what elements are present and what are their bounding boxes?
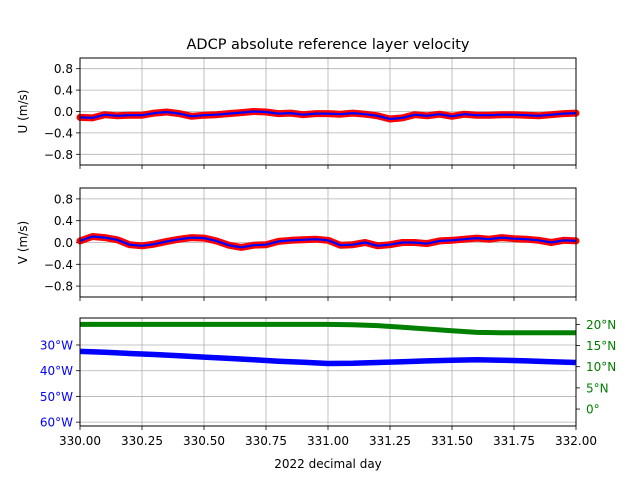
y-tick-label: 0.8	[54, 192, 73, 206]
x-tick-label: 330.50	[183, 434, 225, 448]
y-tick-label: −0.8	[44, 148, 73, 162]
longitude-tick-label: 60°W	[40, 416, 73, 430]
x-tick-label: 330.25	[121, 434, 163, 448]
longitude-tick-label: 30°W	[40, 339, 73, 353]
x-tick-label: 331.75	[493, 434, 535, 448]
x-tick-label: 331.25	[369, 434, 411, 448]
latitude-tick-label: 5°N	[586, 381, 609, 395]
x-tick-label: 332.00	[555, 434, 597, 448]
x-tick-label: 331.00	[307, 434, 349, 448]
axes-frame	[79, 187, 577, 298]
latitude-tick-label: 0°	[586, 403, 600, 417]
y-tick-label: −0.4	[44, 258, 73, 272]
y-tick-label: 0.4	[54, 214, 73, 228]
x-tick-label: 330.75	[245, 434, 287, 448]
y-tick-label: 0.4	[54, 84, 73, 98]
latitude-tick-label: 15°N	[586, 339, 616, 353]
chart-title: ADCP absolute reference layer velocity	[186, 37, 469, 53]
x-tick-label: 331.50	[431, 434, 473, 448]
y-tick-label: −0.8	[44, 280, 73, 294]
v-velocity-panel: 0.8 0.4 0.0 −0.4 −0.8 V (m/s)	[16, 187, 580, 301]
x-axis-label: 2022 decimal day	[274, 457, 382, 471]
position-panel: 330.00 330.25 330.50 330.75 331.00 331.25 331.…	[40, 317, 616, 448]
y-tick-label: 0.8	[54, 62, 73, 76]
longitude-series	[79, 348, 577, 367]
latitude-tick-label: 10°N	[586, 360, 616, 374]
u-velocity-panel: 0.8 0.4 0.0 −0.4 −0.8 U (m/s)	[16, 57, 580, 169]
longitude-tick-label: 40°W	[40, 364, 73, 378]
smoothed-velocity-series	[79, 110, 577, 121]
x-tick-label: 330.00	[59, 434, 101, 448]
y-tick-label: −0.4	[44, 126, 73, 140]
smoothed-velocity-series	[79, 235, 577, 249]
y-tick-label: 0.0	[54, 236, 73, 250]
latitude-tick-label: 20°N	[586, 318, 616, 332]
axes-frame	[79, 317, 577, 427]
latitude-series	[80, 321, 576, 336]
longitude-tick-label: 50°W	[40, 390, 73, 404]
y-axis-label: V (m/s)	[16, 221, 30, 264]
y-tick-label: 0.0	[54, 105, 73, 119]
axes-frame	[79, 57, 577, 166]
y-axis-label: U (m/s)	[16, 90, 30, 134]
